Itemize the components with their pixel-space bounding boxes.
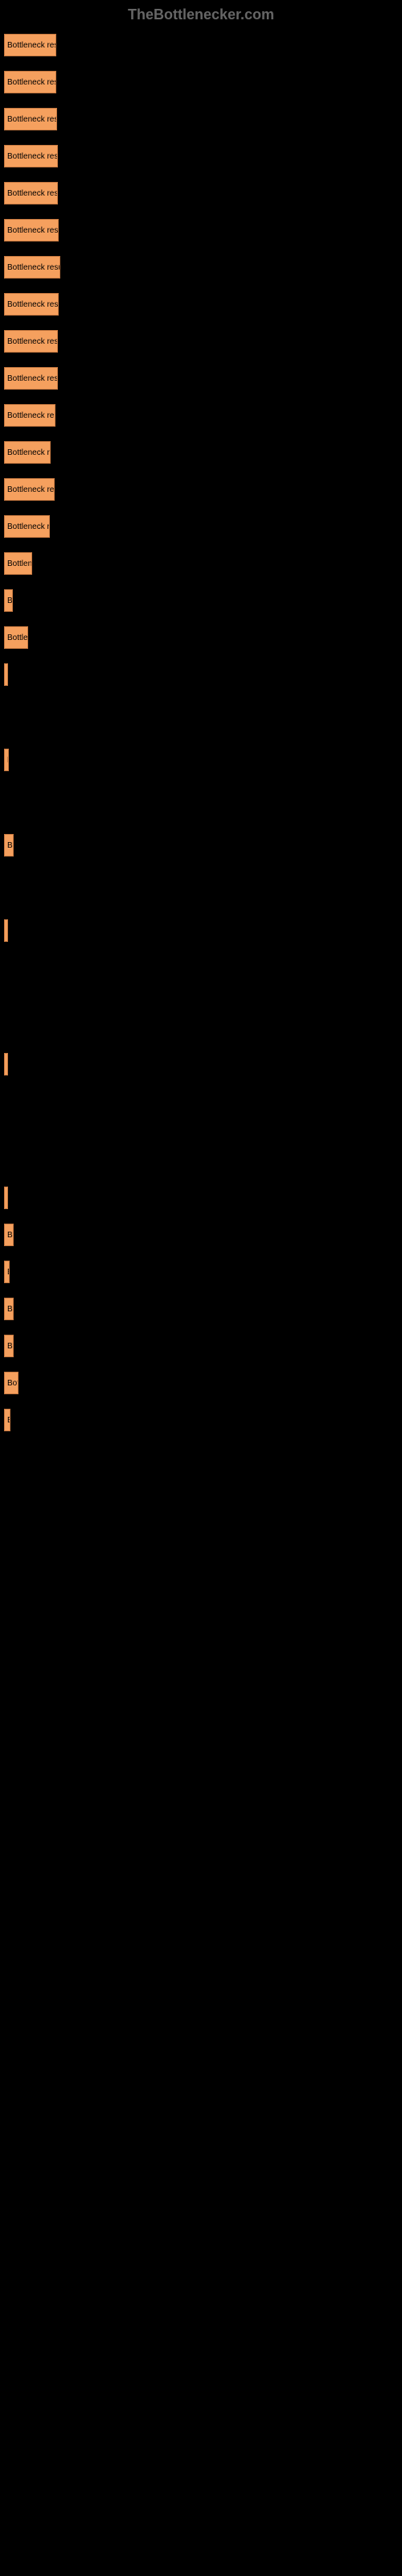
chart-bar: Bottle [4,626,28,649]
bar-row [4,1187,398,1209]
bar-row: Bottleneck re [4,404,398,427]
bar-row: Bottleneck resu [4,219,398,242]
chart-bar: B [4,1261,10,1283]
chart-bar [4,1053,8,1075]
bar-row: Bottleneck re [4,478,398,501]
bar-row: Bottleneck resu [4,145,398,167]
bar-row: B [4,1261,398,1283]
bar-row: Bo [4,1224,398,1246]
bar-row: Bottleneck r [4,515,398,538]
chart-bar: Bottleneck resu [4,182,58,204]
bar-row: Bottleneck resu [4,71,398,93]
chart-bar: Bottleneck resu [4,145,58,167]
chart-bar: Bottleneck resu [4,330,58,353]
bar-row [4,1053,398,1075]
chart-bar: { [4,663,8,686]
bar-row [4,1090,398,1138]
bar-row: Bottlene [4,552,398,575]
bar-row [4,1138,398,1187]
chart-bar: B [4,749,9,771]
bar-row [4,1005,398,1053]
chart-bar: Bottleneck r [4,515,50,538]
chart-bar: Bottleneck resu [4,256,60,279]
bar-row: Bottleneck resu [4,108,398,130]
bar-row [4,871,398,919]
chart-bar: Bottleneck resu [4,71,56,93]
chart-bar: Bottleneck resu [4,293,59,316]
bar-row: B [4,749,398,771]
bar-row: Bo [4,834,398,857]
bar-row [4,786,398,834]
chart-bar [4,919,8,942]
chart-bar: Bottleneck resu [4,108,57,130]
chart-bar: Bo [4,1298,14,1320]
chart-bar: Bottleneck re [4,404,55,427]
bar-row: Bo [4,1335,398,1357]
chart-bar: Bo [4,1335,14,1357]
bar-row: Bottleneck resu [4,182,398,204]
bar-row: Bottleneck resu [4,256,398,279]
bar-row [4,919,398,942]
bar-row: Bo [4,589,398,612]
bar-row [4,700,398,749]
chart-bar: Bottleneck r [4,441,51,464]
bar-row: Bottleneck resu [4,293,398,316]
chart-bar: Bottleneck resu [4,367,58,390]
chart-bar: Bottleneck resu [4,34,56,56]
chart-bar: Bottleneck re [4,478,55,501]
chart-bar: Bott [4,1372,18,1394]
bar-row: Bottle [4,626,398,649]
bar-row: Bottleneck resu [4,367,398,390]
page-title: TheBottlenecker.com [0,0,402,30]
bar-row: B [4,1409,398,1431]
bar-row: Bottleneck resu [4,330,398,353]
chart-bar: Bo [4,1224,14,1246]
bar-row: Bottleneck resu [4,34,398,56]
bar-row: Bottleneck r [4,441,398,464]
chart-bar: Bottlene [4,552,32,575]
chart-bar: B [4,1409,10,1431]
chart-bar: Bo [4,589,13,612]
bar-row [4,956,398,1005]
chart-bar [4,1187,8,1209]
bar-chart: Bottleneck resu Bottleneck resu Bottleneck… [0,30,402,1450]
chart-bar: Bo [4,834,14,857]
chart-bar: Bottleneck resu [4,219,59,242]
bar-row: Bo [4,1298,398,1320]
bar-row: { [4,663,398,686]
bar-row: Bott [4,1372,398,1394]
